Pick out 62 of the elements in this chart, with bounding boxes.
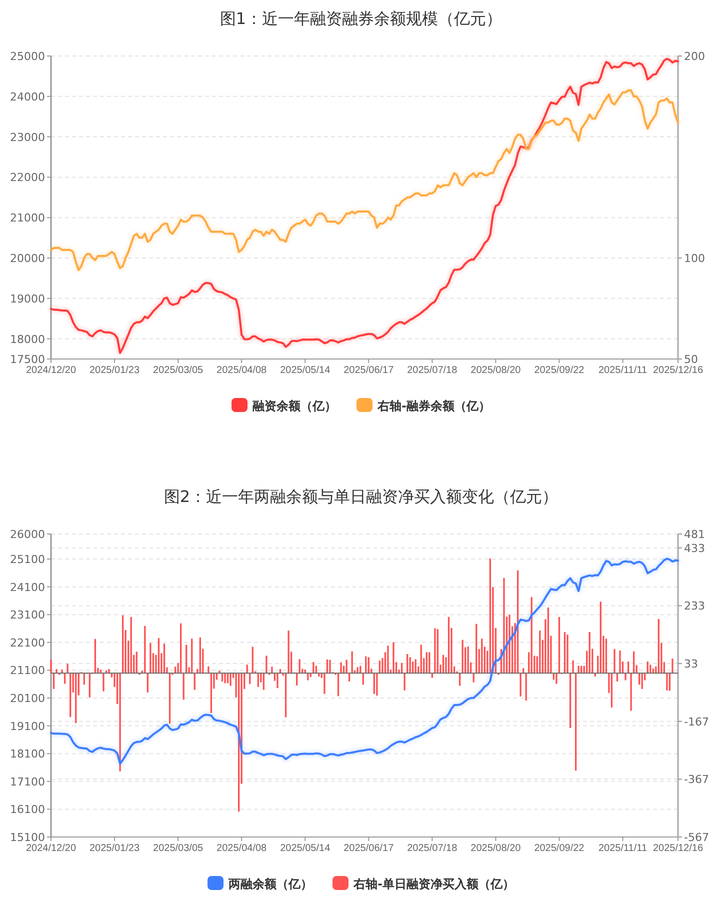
x-tick-label: 2025/12/16 <box>652 365 704 376</box>
legend-label: 右轴-单日融资净买入额（亿） <box>352 877 514 891</box>
line-series <box>50 89 679 272</box>
y-tick-label: 17500 <box>10 353 45 366</box>
y2-tick-label: 50 <box>684 353 698 366</box>
legend-label: 融资余额（亿） <box>252 399 337 413</box>
y-tick-label: 22000 <box>10 171 45 184</box>
y2-tick-label: 200 <box>684 50 705 63</box>
x-tick-label: 2025/09/22 <box>534 365 585 376</box>
x-tick-label: 2025/08/20 <box>470 843 522 854</box>
y-tick-label: 23000 <box>10 130 45 144</box>
y2-tick-label: -367 <box>684 773 709 786</box>
y2-tick-label: -167 <box>684 715 709 728</box>
legend-label: 右轴-融券余额（亿） <box>376 399 490 413</box>
y2-tick-label: 100 <box>684 252 705 265</box>
y2-tick-label: 233 <box>684 600 705 613</box>
y-tick-label: 15100 <box>10 831 45 844</box>
chart-title: 图1：近一年融资融券余额规模（亿元） <box>220 9 502 28</box>
y-tick-label: 23100 <box>10 608 45 622</box>
x-tick-label: 2025/01/23 <box>89 843 140 854</box>
y2-tick-label: 33 <box>684 658 698 671</box>
y-tick-label: 17100 <box>10 775 45 788</box>
x-tick-label: 2025/12/16 <box>652 843 704 854</box>
x-tick-label: 2025/11/11 <box>598 843 648 854</box>
y-tick-label: 21100 <box>10 664 45 678</box>
x-tick-label: 2025/11/11 <box>598 365 648 376</box>
x-tick-label: 2025/04/08 <box>216 365 268 376</box>
y2-tick-label: 481 <box>684 528 705 541</box>
y2-tick-label: -567 <box>684 831 709 844</box>
line-series <box>50 558 679 765</box>
x-tick-label: 2025/09/22 <box>534 843 585 854</box>
y-tick-label: 25000 <box>10 50 45 63</box>
x-tick-label: 2025/01/23 <box>89 365 140 376</box>
x-tick-label: 2025/07/18 <box>407 843 458 854</box>
x-tick-label: 2025/04/08 <box>216 843 268 854</box>
y-tick-label: 24000 <box>10 90 45 104</box>
y-tick-label: 25100 <box>10 553 45 566</box>
x-tick-label: 2025/03/05 <box>153 365 204 376</box>
chart-title: 图2：近一年两融余额与单日融资净买入额变化（亿元） <box>164 487 558 506</box>
x-tick-label: 2025/06/17 <box>344 843 394 854</box>
y-tick-label: 19000 <box>10 292 45 306</box>
line-series <box>50 58 679 354</box>
x-tick-label: 2025/08/20 <box>470 365 522 376</box>
y-tick-label: 20000 <box>10 252 45 265</box>
x-tick-label: 2025/06/17 <box>344 365 394 376</box>
y-tick-label: 24100 <box>10 580 45 594</box>
y-tick-label: 16100 <box>10 803 45 816</box>
y-tick-label: 20100 <box>10 692 45 706</box>
y-tick-label: 18100 <box>10 748 45 761</box>
x-tick-label: 2025/03/05 <box>153 843 204 854</box>
y-tick-label: 19100 <box>10 720 45 733</box>
y-tick-label: 26000 <box>10 528 45 541</box>
y-tick-label: 22100 <box>10 636 45 650</box>
y-tick-label: 18000 <box>10 332 45 346</box>
x-tick-label: 2024/12/20 <box>26 843 76 854</box>
legend-label: 两融余额（亿） <box>228 877 313 891</box>
x-tick-label: 2025/05/14 <box>280 843 331 854</box>
x-tick-label: 2025/07/18 <box>407 365 458 376</box>
y-tick-label: 21000 <box>10 212 45 225</box>
x-tick-label: 2024/12/20 <box>26 365 76 376</box>
x-tick-label: 2025/05/14 <box>280 365 331 376</box>
y2-tick-label: 433 <box>684 542 705 555</box>
